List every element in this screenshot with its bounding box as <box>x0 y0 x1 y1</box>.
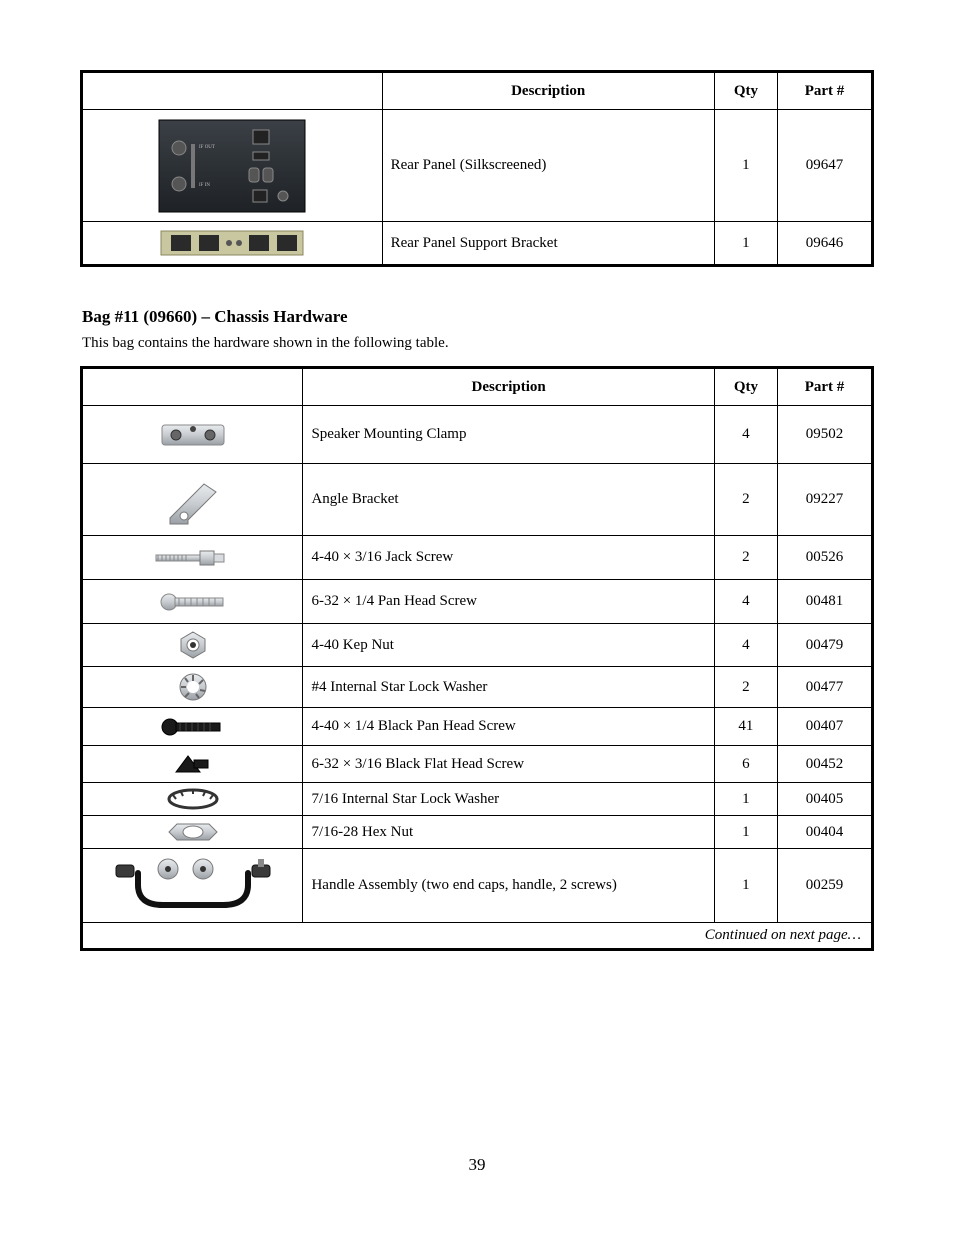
flat-screw-632-icon <box>170 750 216 778</box>
col-header-desc: Description <box>382 72 714 110</box>
speaker-clamp-thumb-cell <box>82 406 303 464</box>
section-title-bag11: Bag #11 (09660) – Chassis Hardware <box>82 307 874 327</box>
desc-cell: 4-40 × 3/16 Jack Screw <box>303 536 714 580</box>
qty-cell: 1 <box>714 849 777 923</box>
desc-cell: 7/16 Internal Star Lock Washer <box>303 783 714 816</box>
pn-cell: 00477 <box>778 667 873 708</box>
pn-cell: 09502 <box>778 406 873 464</box>
desc-cell: Rear Panel Support Bracket <box>382 222 714 266</box>
angle-bracket-thumb-cell <box>82 464 303 536</box>
table-header-row: Description Qty Part # <box>82 368 873 406</box>
col-header-pn: Part # <box>778 72 873 110</box>
desc-cell: 7/16-28 Hex Nut <box>303 816 714 849</box>
table-row: IF OUT IF IN Rear Panel (Silkscreened)10… <box>82 110 873 222</box>
desc-cell: 6-32 × 3/16 Black Flat Head Screw <box>303 746 714 783</box>
handle-assy-thumb-cell <box>82 849 303 923</box>
desc-cell: #4 Internal Star Lock Washer <box>303 667 714 708</box>
col-header-pn: Part # <box>778 368 873 406</box>
speaker-clamp-icon <box>148 415 238 455</box>
table-row: #4 Internal Star Lock Washer200477 <box>82 667 873 708</box>
table-row: 7/16-28 Hex Nut100404 <box>82 816 873 849</box>
hex-nut-716-thumb-cell <box>82 816 303 849</box>
pn-cell: 00407 <box>778 708 873 746</box>
kep-nut-icon <box>173 628 213 662</box>
jack-screw-thumb-cell <box>82 536 303 580</box>
table-row: 7/16 Internal Star Lock Washer100405 <box>82 783 873 816</box>
table-continued-row: Continued on next page… <box>82 923 873 950</box>
section-subtitle-bag11: This bag contains the hardware shown in … <box>82 335 874 352</box>
qty-cell: 4 <box>714 624 777 667</box>
qty-cell: 2 <box>714 667 777 708</box>
pan-screw-440-icon <box>158 715 228 739</box>
qty-cell: 1 <box>714 783 777 816</box>
qty-cell: 4 <box>714 406 777 464</box>
jack-screw-icon <box>148 545 238 571</box>
qty-cell: 4 <box>714 580 777 624</box>
pn-cell: 00526 <box>778 536 873 580</box>
table-row: Rear Panel Support Bracket109646 <box>82 222 873 266</box>
qty-cell: 41 <box>714 708 777 746</box>
parts-table-2: Description Qty Part # Speaker Mounting … <box>80 366 874 951</box>
qty-cell: 2 <box>714 464 777 536</box>
qty-cell: 6 <box>714 746 777 783</box>
continued-label: Continued on next page… <box>82 923 873 950</box>
col-header-qty: Qty <box>714 72 777 110</box>
pn-cell: 00405 <box>778 783 873 816</box>
qty-cell: 1 <box>714 222 777 266</box>
pn-cell: 00404 <box>778 816 873 849</box>
desc-cell: Rear Panel (Silkscreened) <box>382 110 714 222</box>
support-bracket-thumb-cell <box>82 222 383 266</box>
desc-cell: Speaker Mounting Clamp <box>303 406 714 464</box>
support-bracket-icon <box>157 227 307 259</box>
col-header-image <box>82 368 303 406</box>
table-row: Speaker Mounting Clamp409502 <box>82 406 873 464</box>
angle-bracket-icon <box>158 472 228 528</box>
kep-nut-thumb-cell <box>82 624 303 667</box>
pn-cell: 09647 <box>778 110 873 222</box>
table-row: Handle Assembly (two end caps, handle, 2… <box>82 849 873 923</box>
pn-cell: 09646 <box>778 222 873 266</box>
svg-text:IF OUT: IF OUT <box>199 145 215 150</box>
page-number: 39 <box>0 1155 954 1175</box>
flat-screw-632-thumb-cell <box>82 746 303 783</box>
col-header-qty: Qty <box>714 368 777 406</box>
pan-screw-440-thumb-cell <box>82 708 303 746</box>
lock-washer-4-icon <box>175 671 211 703</box>
pn-cell: 00479 <box>778 624 873 667</box>
handle-assy-icon <box>108 855 278 917</box>
lock-washer-716-icon <box>165 787 221 811</box>
desc-cell: 6-32 × 1/4 Pan Head Screw <box>303 580 714 624</box>
pn-cell: 00259 <box>778 849 873 923</box>
lock-washer-4-thumb-cell <box>82 667 303 708</box>
table-row: Angle Bracket209227 <box>82 464 873 536</box>
rear-panel-icon: IF OUT IF IN <box>157 118 307 214</box>
table-header-row: Description Qty Part # <box>82 72 873 110</box>
rear-panel-thumb-cell: IF OUT IF IN <box>82 110 383 222</box>
hex-nut-716-icon <box>165 820 221 844</box>
desc-cell: 4-40 Kep Nut <box>303 624 714 667</box>
col-header-desc: Description <box>303 368 714 406</box>
qty-cell: 1 <box>714 816 777 849</box>
lock-washer-716-thumb-cell <box>82 783 303 816</box>
table-row: 4-40 × 3/16 Jack Screw200526 <box>82 536 873 580</box>
pan-screw-632-icon <box>153 589 233 615</box>
qty-cell: 1 <box>714 110 777 222</box>
pn-cell: 00481 <box>778 580 873 624</box>
table-row: 6-32 × 1/4 Pan Head Screw400481 <box>82 580 873 624</box>
desc-cell: 4-40 × 1/4 Black Pan Head Screw <box>303 708 714 746</box>
col-header-image <box>82 72 383 110</box>
pn-cell: 09227 <box>778 464 873 536</box>
table-row: 6-32 × 3/16 Black Flat Head Screw600452 <box>82 746 873 783</box>
pan-screw-632-thumb-cell <box>82 580 303 624</box>
desc-cell: Handle Assembly (two end caps, handle, 2… <box>303 849 714 923</box>
qty-cell: 2 <box>714 536 777 580</box>
table-row: 4-40 Kep Nut400479 <box>82 624 873 667</box>
parts-table-1: Description Qty Part # IF OUT IF IN Rear… <box>80 70 874 267</box>
svg-text:IF IN: IF IN <box>199 183 210 188</box>
desc-cell: Angle Bracket <box>303 464 714 536</box>
pn-cell: 00452 <box>778 746 873 783</box>
table-row: 4-40 × 1/4 Black Pan Head Screw4100407 <box>82 708 873 746</box>
